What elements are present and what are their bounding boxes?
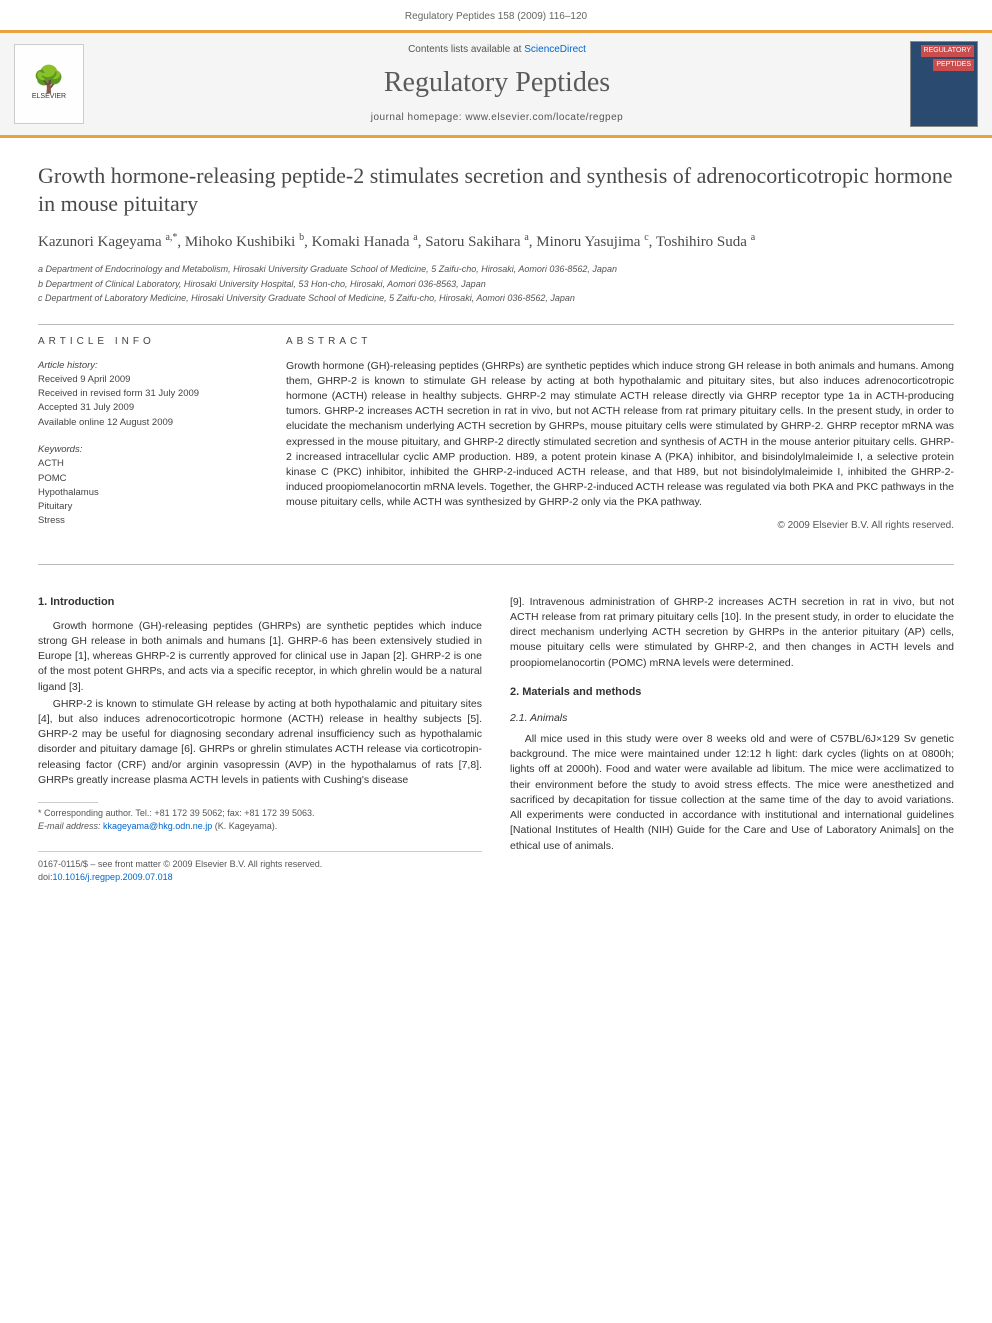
- keyword: Hypothalamus: [38, 486, 258, 499]
- article-info-heading: ARTICLE INFO: [38, 335, 258, 349]
- history-line: Received 9 April 2009: [38, 373, 258, 386]
- journal-banner: 🌳 ELSEVIER Contents lists available at S…: [0, 30, 992, 138]
- elsevier-logo: 🌳 ELSEVIER: [14, 44, 84, 124]
- running-header: Regulatory Peptides 158 (2009) 116–120: [0, 0, 992, 30]
- history-line: Received in revised form 31 July 2009: [38, 387, 258, 400]
- abstract-heading: ABSTRACT: [286, 335, 954, 349]
- section-heading-methods: 2. Materials and methods: [510, 685, 954, 701]
- history-line: Accepted 31 July 2009: [38, 401, 258, 414]
- history-line: Available online 12 August 2009: [38, 416, 258, 429]
- affiliation-list: a Department of Endocrinology and Metabo…: [38, 263, 954, 306]
- keyword: POMC: [38, 472, 258, 485]
- intro-para: GHRP-2 is known to stimulate GH release …: [38, 697, 482, 788]
- article-body: Growth hormone-releasing peptide-2 stimu…: [0, 138, 992, 894]
- methods-para: All mice used in this study were over 8 …: [510, 732, 954, 854]
- keyword: Stress: [38, 514, 258, 527]
- publisher-name: ELSEVIER: [32, 92, 66, 102]
- affiliation-line: b Department of Clinical Laboratory, Hir…: [38, 278, 954, 292]
- doi-link[interactable]: 10.1016/j.regpep.2009.07.018: [53, 872, 173, 882]
- abstract-text: Growth hormone (GH)-releasing peptides (…: [286, 359, 954, 511]
- affiliation-line: c Department of Laboratory Medicine, Hir…: [38, 292, 954, 306]
- email-link[interactable]: kkageyama@hkg.odn.ne.jp: [103, 821, 212, 831]
- intro-para: Growth hormone (GH)-releasing peptides (…: [38, 619, 482, 695]
- banner-center: Contents lists available at ScienceDirec…: [98, 43, 896, 124]
- sciencedirect-link[interactable]: ScienceDirect: [524, 44, 586, 55]
- article-history: Article history: Received 9 April 2009Re…: [38, 359, 258, 429]
- journal-cover-thumb: REGULATORY PEPTIDES: [910, 41, 978, 127]
- divider: [38, 324, 954, 325]
- subsection-heading-animals: 2.1. Animals: [510, 711, 954, 726]
- article-info-column: ARTICLE INFO Article history: Received 9…: [38, 335, 258, 542]
- tree-icon: 🌳: [33, 66, 65, 92]
- section-heading-intro: 1. Introduction: [38, 595, 482, 611]
- keyword: Pituitary: [38, 500, 258, 513]
- journal-homepage: journal homepage: www.elsevier.com/locat…: [98, 111, 896, 125]
- journal-title: Regulatory Peptides: [98, 63, 896, 102]
- affiliation-line: a Department of Endocrinology and Metabo…: [38, 263, 954, 277]
- article-title: Growth hormone-releasing peptide-2 stimu…: [38, 162, 954, 217]
- keywords-block: Keywords: ACTHPOMCHypothalamusPituitaryS…: [38, 443, 258, 528]
- intro-para-continued: [9]. Intravenous administration of GHRP-…: [510, 595, 954, 671]
- divider: [38, 564, 954, 565]
- abstract-copyright: © 2009 Elsevier B.V. All rights reserved…: [286, 519, 954, 533]
- contents-line: Contents lists available at ScienceDirec…: [98, 43, 896, 57]
- body-two-column: 1. Introduction Growth hormone (GH)-rele…: [38, 575, 954, 885]
- corresponding-author-note: * Corresponding author. Tel.: +81 172 39…: [38, 802, 482, 833]
- footer-meta: 0167-0115/$ – see front matter © 2009 El…: [38, 851, 482, 884]
- abstract-column: ABSTRACT Growth hormone (GH)-releasing p…: [286, 335, 954, 542]
- author-list: Kazunori Kageyama a,*, Mihoko Kushibiki …: [38, 231, 954, 253]
- keyword: ACTH: [38, 457, 258, 470]
